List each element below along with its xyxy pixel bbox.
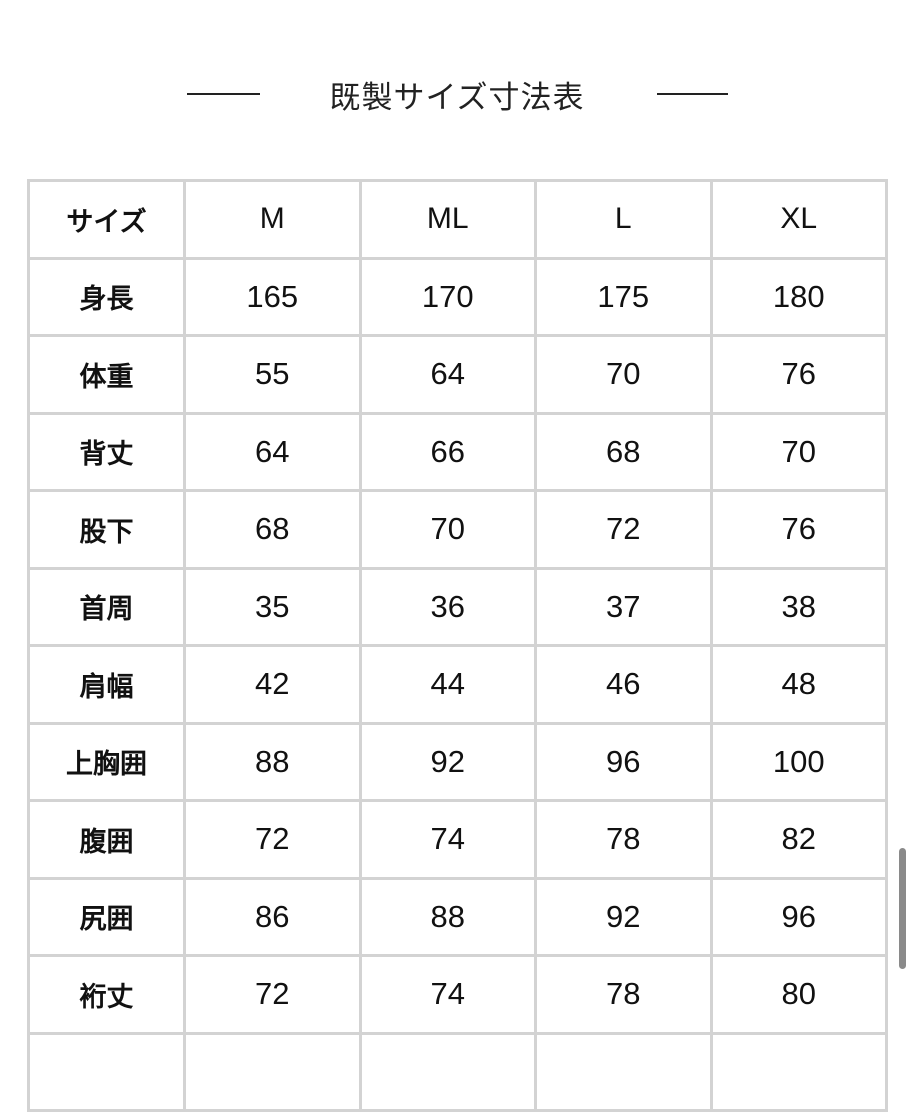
row-label-cell: 身長 (27, 256, 186, 337)
value-cell: 72 (183, 799, 362, 880)
row-label-cell: 首周 (27, 566, 186, 647)
value-cell: 42 (183, 644, 362, 725)
value-cell: 72 (534, 489, 713, 570)
value-cell: 100 (709, 721, 888, 802)
value-cell: 76 (709, 334, 888, 415)
value-cell: 86 (183, 876, 362, 957)
value-cell: 74 (358, 954, 537, 1035)
value-cell (358, 1031, 537, 1112)
value-cell: XL (709, 179, 888, 260)
table-row: 身長 165 170 175 180 (27, 256, 888, 337)
value-cell: 165 (183, 256, 362, 337)
table-row: 肩幅 42 44 46 48 (27, 644, 888, 725)
value-cell (534, 1031, 713, 1112)
value-cell (709, 1031, 888, 1112)
table-row: 腹囲 72 74 78 82 (27, 799, 888, 880)
value-cell: 92 (358, 721, 537, 802)
title-bar: 既製サイズ寸法表 (0, 66, 914, 120)
value-cell: 55 (183, 334, 362, 415)
row-label-cell: 肩幅 (27, 644, 186, 725)
table-row: 体重 55 64 70 76 (27, 334, 888, 415)
value-cell: 78 (534, 954, 713, 1035)
row-label-cell: 腹囲 (27, 799, 186, 880)
value-cell: 64 (358, 334, 537, 415)
value-cell: 88 (183, 721, 362, 802)
title-dash-left (187, 93, 260, 95)
value-cell: 37 (534, 566, 713, 647)
table-header-row: サイズ M ML L XL (27, 179, 888, 260)
value-cell (183, 1031, 362, 1112)
value-cell: ML (358, 179, 537, 260)
title-dash-right (657, 93, 728, 95)
value-cell: 70 (358, 489, 537, 570)
value-cell: 82 (709, 799, 888, 880)
value-cell: 46 (534, 644, 713, 725)
value-cell: 70 (534, 334, 713, 415)
row-label-cell: 体重 (27, 334, 186, 415)
row-label-cell (27, 1031, 186, 1112)
value-cell: 96 (709, 876, 888, 957)
value-cell: 36 (358, 566, 537, 647)
table-row: 股下 68 70 72 76 (27, 489, 888, 570)
value-cell: 70 (709, 411, 888, 492)
table-row: 上胸囲 88 92 96 100 (27, 721, 888, 802)
value-cell: 72 (183, 954, 362, 1035)
value-cell: M (183, 179, 362, 260)
value-cell: 44 (358, 644, 537, 725)
value-cell: 175 (534, 256, 713, 337)
value-cell: 78 (534, 799, 713, 880)
value-cell: 68 (183, 489, 362, 570)
value-cell: 74 (358, 799, 537, 880)
value-cell: 96 (534, 721, 713, 802)
value-cell: 80 (709, 954, 888, 1035)
scrollbar[interactable] (899, 848, 906, 969)
value-cell: 48 (709, 644, 888, 725)
table-row: 裄丈 72 74 78 80 (27, 954, 888, 1035)
table-row: 尻囲 86 88 92 96 (27, 876, 888, 957)
value-cell: 180 (709, 256, 888, 337)
row-label-cell: 背丈 (27, 411, 186, 492)
row-label-cell: サイズ (27, 179, 186, 260)
value-cell: 35 (183, 566, 362, 647)
row-label-cell: 上胸囲 (27, 721, 186, 802)
value-cell: 38 (709, 566, 888, 647)
row-label-cell: 裄丈 (27, 954, 186, 1035)
row-label-cell: 尻囲 (27, 876, 186, 957)
value-cell: L (534, 179, 713, 260)
value-cell: 88 (358, 876, 537, 957)
value-cell: 64 (183, 411, 362, 492)
value-cell: 92 (534, 876, 713, 957)
value-cell: 76 (709, 489, 888, 570)
size-table: サイズ M ML L XL 身長 165 170 175 180 体重 55 64 70 76 背丈 64 66 6… (27, 179, 888, 1112)
page-title: 既製サイズ寸法表 (329, 80, 585, 116)
table-row (27, 1031, 888, 1112)
table-row: 首周 35 36 37 38 (27, 566, 888, 647)
value-cell: 66 (358, 411, 537, 492)
table-row: 背丈 64 66 68 70 (27, 411, 888, 492)
row-label-cell: 股下 (27, 489, 186, 570)
value-cell: 170 (358, 256, 537, 337)
value-cell: 68 (534, 411, 713, 492)
